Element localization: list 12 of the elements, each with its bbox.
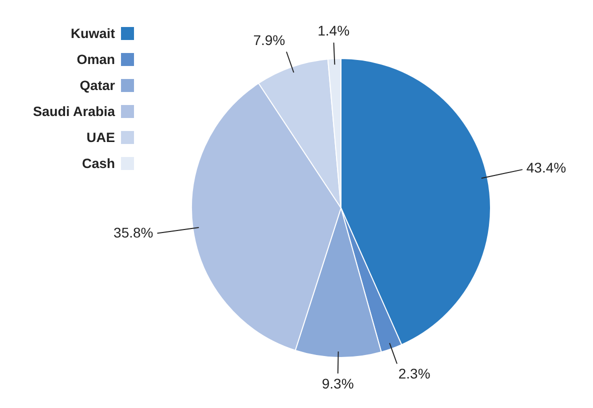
data-label: 43.4% xyxy=(526,160,566,176)
legend-label: Cash xyxy=(82,156,115,170)
data-label: 1.4% xyxy=(318,22,350,39)
data-label: 9.3% xyxy=(322,375,354,392)
legend-label: Kuwait xyxy=(70,26,115,40)
legend-label: Saudi Arabia xyxy=(32,104,115,118)
legend-label: Oman xyxy=(76,52,115,66)
legend-label: UAE xyxy=(86,130,115,144)
data-label: 35.8% xyxy=(114,224,154,241)
data-label: 2.3% xyxy=(398,365,430,382)
data-label: 7.9% xyxy=(253,32,286,48)
legend-label: Qatar xyxy=(80,78,115,92)
